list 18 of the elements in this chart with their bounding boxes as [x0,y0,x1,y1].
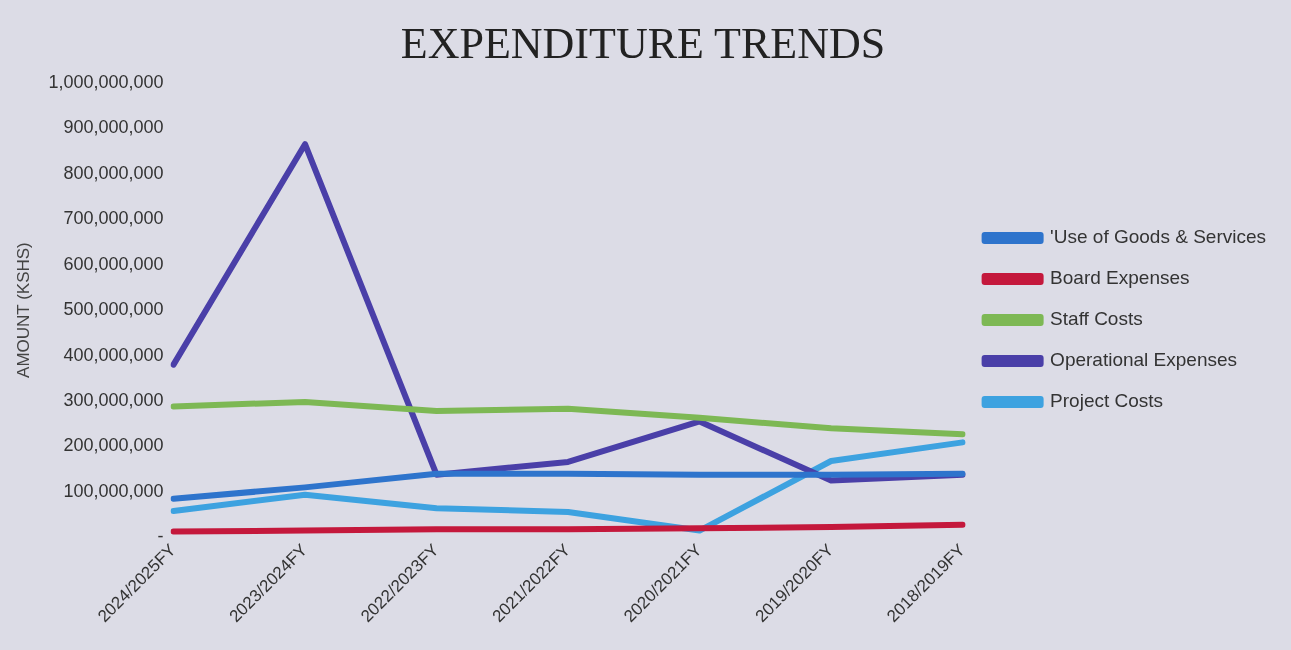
legend-label: Staff Costs [1050,308,1143,330]
legend-label: Board Expenses [1050,267,1190,289]
legend-label: Project Costs [1050,390,1164,412]
y-tick-label: 400,000,000 [63,344,164,365]
y-tick-label: 500,000,000 [63,299,164,320]
y-tick-label: 100,000,000 [63,480,164,501]
y-tick-label: 600,000,000 [63,253,164,274]
y-tick-label: 900,000,000 [63,117,164,138]
y-tick-label: 700,000,000 [63,208,164,229]
y-axis-title: AMOUNT (KSHS) [13,242,33,378]
y-tick-label: 300,000,000 [63,389,164,410]
y-tick-label: 800,000,000 [63,162,164,183]
y-tick-label: 1,000,000,000 [48,71,164,92]
y-tick-label: - [157,526,164,547]
y-tick-label: 200,000,000 [63,435,164,456]
chart-title: EXPENDITURE TRENDS [400,18,886,68]
legend-label: 'Use of Goods & Services [1050,226,1267,248]
legend-label: Operational Expenses [1050,349,1238,371]
